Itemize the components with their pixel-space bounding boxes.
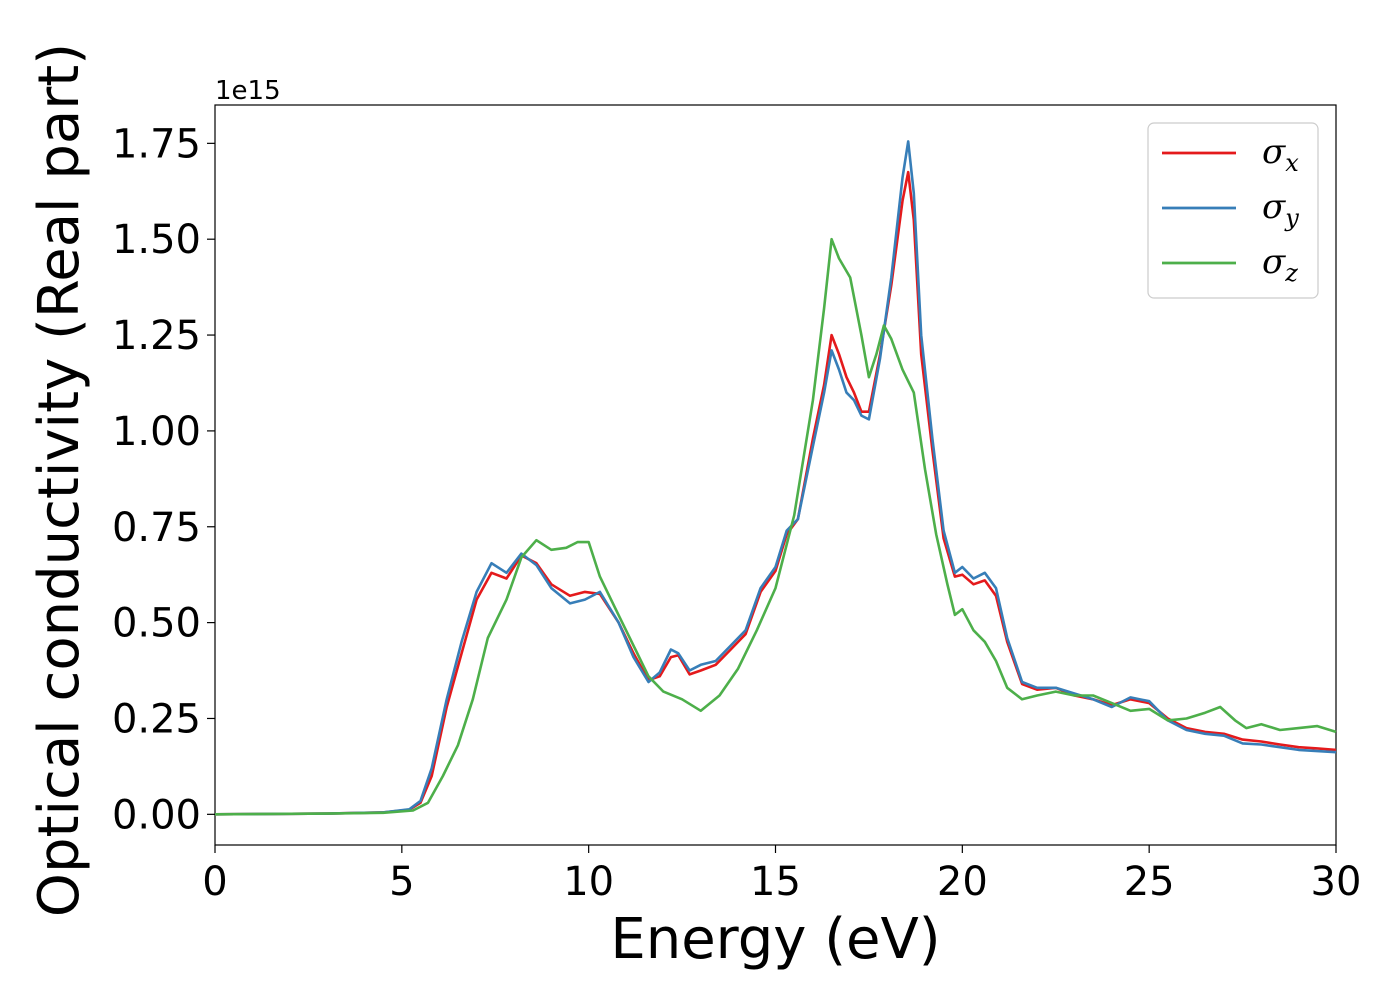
legend-box bbox=[1147, 122, 1319, 299]
x-tick-label: 20 bbox=[937, 859, 988, 905]
x-tick-label: 25 bbox=[1124, 859, 1175, 905]
x-tick-label: 30 bbox=[1311, 859, 1362, 905]
y-tick-label: 1.50 bbox=[112, 217, 201, 263]
y-tick-label: 1.25 bbox=[112, 313, 201, 359]
y-tick-label: 0.25 bbox=[112, 696, 201, 742]
y-tick-label: 0.50 bbox=[112, 601, 201, 647]
y-tick-label: 0.00 bbox=[112, 792, 201, 838]
y-axis-offset-label: 1e15 bbox=[215, 76, 281, 106]
y-axis-label: Optical conductivity (Real part) bbox=[27, 43, 92, 917]
x-axis-label: Energy (eV) bbox=[610, 907, 940, 972]
series-line-sigma-z bbox=[214, 237, 1337, 816]
x-axis-ticks: 0 5 10 15 20 25 30 bbox=[202, 845, 1361, 905]
y-axis-ticks: 0.00 0.25 0.50 0.75 1.00 1.25 1.50 1.75 bbox=[112, 121, 215, 838]
y-tick-label: 1.75 bbox=[112, 121, 201, 167]
y-tick-label: 1.00 bbox=[112, 409, 201, 455]
y-tick-label: 0.75 bbox=[112, 505, 201, 551]
x-tick-label: 0 bbox=[202, 859, 227, 905]
series-lines-group bbox=[214, 140, 1337, 816]
x-tick-label: 5 bbox=[389, 859, 414, 905]
x-tick-label: 10 bbox=[563, 859, 614, 905]
x-tick-label: 15 bbox=[750, 859, 801, 905]
